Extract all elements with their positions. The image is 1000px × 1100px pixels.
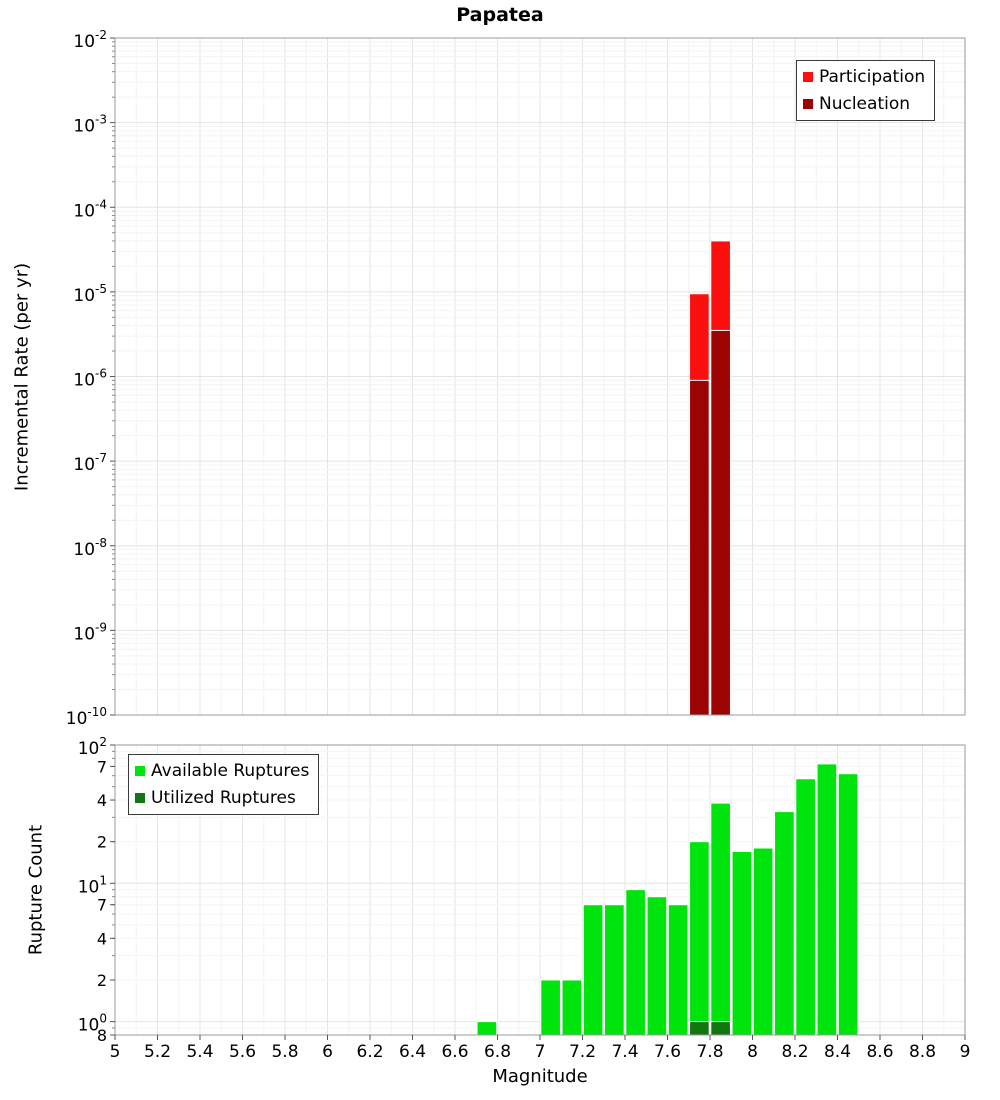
legend-item-nucleation: Nucleation	[803, 92, 925, 116]
x-tick-label: 7.4	[611, 1042, 638, 1062]
legend-item-participation: Participation	[803, 65, 925, 89]
chart-title: Papatea	[456, 4, 544, 26]
nucleation-bar	[710, 329, 731, 716]
available-ruptures-bar	[795, 778, 816, 1036]
y-tick-label: 10-8	[73, 536, 107, 560]
x-tick-label: 8.8	[909, 1042, 936, 1062]
y-tick-label: 10-9	[73, 620, 107, 644]
x-tick-label: 6.6	[441, 1042, 468, 1062]
y-tick-label: 10-10	[66, 705, 107, 729]
available-ruptures-bar	[752, 847, 774, 1036]
available-ruptures-bar	[582, 904, 604, 1036]
y-tick-label: 2	[97, 833, 107, 852]
utilized-ruptures-bar	[710, 1021, 731, 1036]
y-tick-label: 10-4	[73, 197, 107, 221]
utilized-ruptures-bar	[689, 1021, 710, 1036]
rate-legend: Participation Nucleation	[796, 60, 936, 121]
x-tick-label: 8.6	[866, 1042, 893, 1062]
y-tick-label: 10-3	[73, 113, 107, 137]
participation-legend-label: Participation	[819, 67, 926, 87]
available-ruptures-bar	[625, 889, 646, 1036]
x-tick-label: 5	[110, 1042, 121, 1062]
participation-swatch-icon	[803, 72, 813, 82]
available-ruptures-bar	[540, 979, 561, 1036]
y-tick-label: 102	[78, 735, 107, 759]
y-tick-label: 100	[78, 1012, 107, 1036]
available-ruptures-bar	[604, 904, 625, 1036]
available-ruptures-bar	[646, 896, 668, 1036]
x-tick-label: 6.2	[356, 1042, 383, 1062]
x-tick-label: 6.4	[399, 1042, 426, 1062]
y-tick-label: 101	[78, 873, 107, 897]
y-tick-label: 10-5	[73, 282, 107, 306]
x-tick-label: 8	[747, 1042, 758, 1062]
nucleation-legend-label: Nucleation	[819, 94, 911, 114]
available-ruptures-swatch-icon	[135, 766, 145, 776]
x-tick-label: 6.8	[484, 1042, 511, 1062]
nucleation-swatch-icon	[803, 99, 813, 109]
x-tick-label: 5.2	[144, 1042, 171, 1062]
legend-item-utilized-ruptures: Utilized Ruptures	[135, 786, 309, 810]
available-ruptures-bar	[689, 841, 710, 1036]
y-tick-label: 4	[97, 791, 107, 810]
x-tick-label: 7.2	[569, 1042, 596, 1062]
incremental-rate-axis-label: Incremental Rate (per yr)	[11, 262, 33, 492]
x-tick-label: 5.8	[271, 1042, 298, 1062]
x-tick-label: 6	[322, 1042, 333, 1062]
x-tick-label: 7	[535, 1042, 546, 1062]
y-tick-label: 7	[97, 896, 107, 915]
rupture-legend: Available Ruptures Utilized Ruptures	[128, 754, 320, 815]
nucleation-bar	[689, 379, 710, 716]
available-ruptures-bar	[476, 1021, 498, 1036]
y-tick-label: 4	[97, 929, 107, 948]
available-ruptures-bar	[774, 811, 795, 1036]
y-tick-label: 10-7	[73, 451, 107, 475]
x-tick-label: 8.4	[824, 1042, 851, 1062]
available-ruptures-bar	[561, 979, 583, 1036]
y-tick-label: 10-6	[73, 367, 107, 391]
available-ruptures-bar	[731, 850, 753, 1036]
magnitude-axis-label: Magnitude	[492, 1066, 588, 1087]
x-tick-label: 5.4	[186, 1042, 213, 1062]
y-tick-label: 2	[97, 971, 107, 990]
available-ruptures-legend-label: Available Ruptures	[151, 761, 310, 781]
x-tick-label: 9	[960, 1042, 971, 1062]
utilized-ruptures-legend-label: Utilized Ruptures	[151, 788, 296, 808]
available-ruptures-bar	[710, 802, 731, 1036]
available-ruptures-bar	[667, 904, 689, 1036]
y-tick-label: 7	[97, 757, 107, 776]
x-tick-label: 7.8	[696, 1042, 723, 1062]
x-tick-label: 5.6	[229, 1042, 256, 1062]
rupture-count-axis-label: Rupture Count	[25, 824, 47, 956]
legend-item-available-ruptures: Available Ruptures	[135, 759, 309, 783]
x-tick-label: 8.2	[781, 1042, 808, 1062]
available-ruptures-bar	[837, 773, 859, 1036]
y-tick-label: 8	[97, 1026, 107, 1045]
available-ruptures-bar	[816, 763, 838, 1036]
utilized-ruptures-swatch-icon	[135, 793, 145, 803]
x-tick-label: 7.6	[654, 1042, 681, 1062]
y-tick-label: 10-2	[73, 28, 107, 52]
